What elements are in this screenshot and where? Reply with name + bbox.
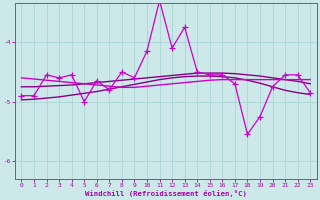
X-axis label: Windchill (Refroidissement éolien,°C): Windchill (Refroidissement éolien,°C) [85, 190, 247, 197]
